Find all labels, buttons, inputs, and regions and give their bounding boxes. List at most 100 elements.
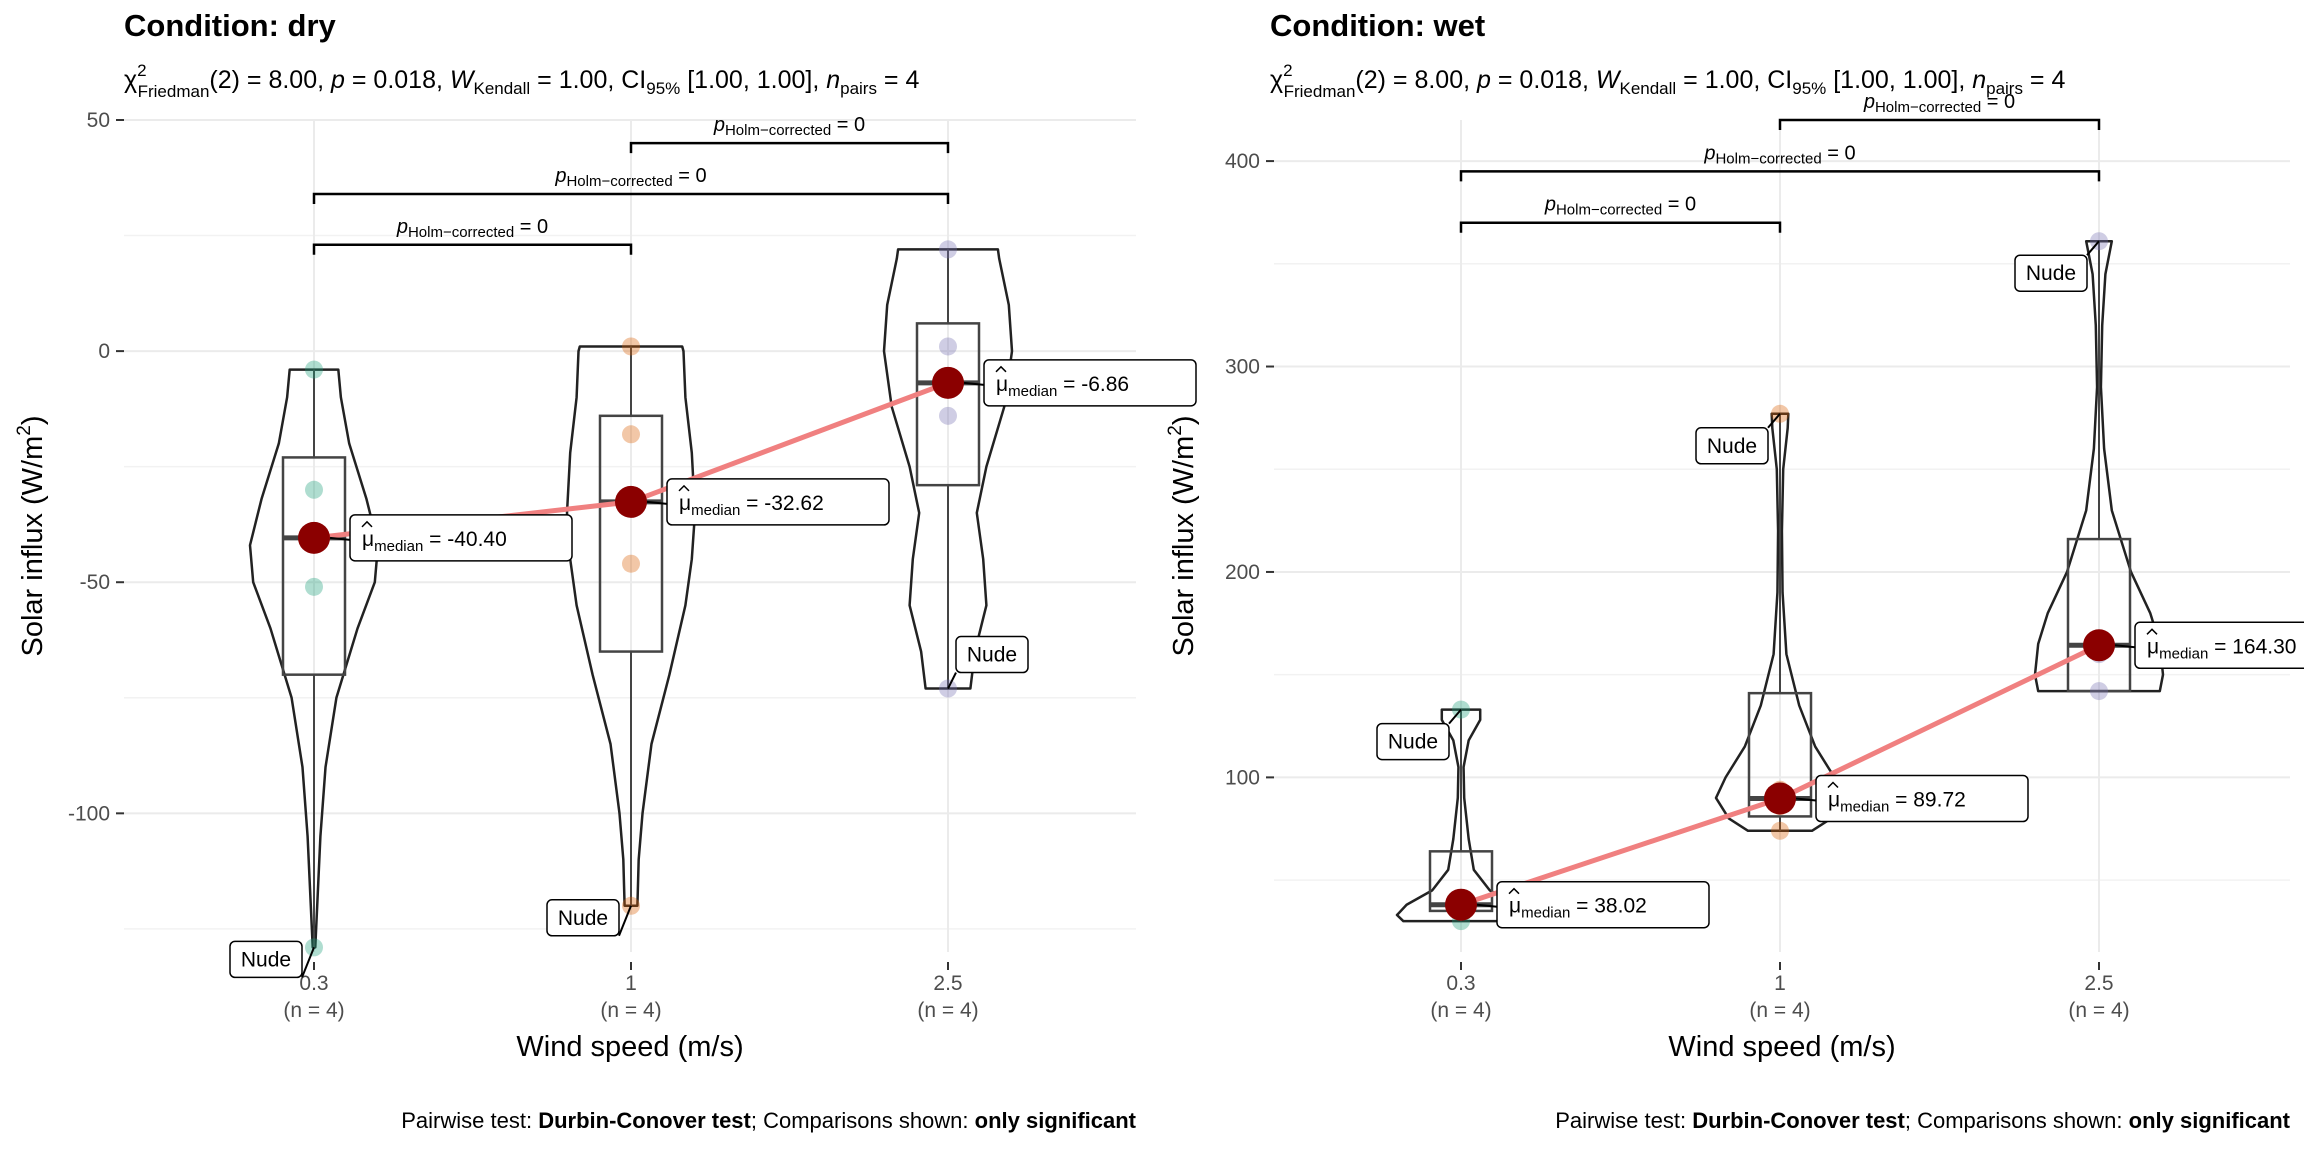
data-point <box>939 240 957 259</box>
outlier-label: Nude <box>967 644 1017 667</box>
data-point <box>622 425 640 444</box>
subtitle-p-value: = 0.018, <box>1491 66 1596 94</box>
median-label-connector <box>963 381 985 386</box>
comparison-label-p: p <box>554 165 566 187</box>
caption-which: only significant <box>975 1108 1137 1133</box>
comparison-label-value: = 0 <box>1822 142 1856 164</box>
x-tick-n-label: (n = 4) <box>1749 999 1810 1022</box>
data-point <box>2090 682 2108 701</box>
median-label-connector <box>646 500 668 505</box>
subtitle-w-sub: Kendall <box>473 79 530 98</box>
subtitle-ci-value: [1.00, 1.00], <box>680 66 826 94</box>
panel-title: Condition: dry <box>124 8 337 43</box>
x-tick-label: 2.5 <box>2084 972 2113 995</box>
median-label-subscript: median <box>2159 645 2208 662</box>
y-tick-label: 50 <box>87 109 110 132</box>
subtitle-chi: χ <box>1270 66 1283 94</box>
median-label-connector <box>329 536 351 541</box>
outlier-label-box <box>2014 254 2088 292</box>
comparison-label-value: = 0 <box>514 216 548 238</box>
subtitle-n: n <box>826 66 840 94</box>
median-label-value: = -32.62 <box>740 492 823 515</box>
subtitle-w: W <box>450 66 476 94</box>
subtitle-df: (2) = 8.00, <box>209 66 331 94</box>
median-label-box <box>1496 880 1710 929</box>
outlier-label-box <box>546 899 620 937</box>
median-hat-mark <box>1508 887 1520 895</box>
median-label: μmedian = 89.72 <box>1828 789 1966 816</box>
comparison-bracket <box>312 192 950 204</box>
y-axis-title: Solar influx (W/m2) <box>1165 415 1200 656</box>
caption-test: Durbin-Conover test <box>1692 1108 1905 1133</box>
median-point <box>615 485 647 518</box>
outlier-label-connector <box>1448 708 1462 725</box>
outlier-label: Nude <box>1388 731 1438 754</box>
y-tick-label: 400 <box>1225 150 1260 173</box>
median-label-value: = 38.02 <box>1570 895 1646 918</box>
panel-title: Condition: wet <box>1270 8 1485 43</box>
data-point <box>1771 821 1789 840</box>
comparison-label-value: = 0 <box>673 165 707 187</box>
comparison-label-p: p <box>1703 142 1715 164</box>
x-axis-title: Wind speed (m/s) <box>1668 1031 1895 1063</box>
subtitle-w-value: = 1.00, CI <box>1676 66 1792 94</box>
median-label: μmedian = 38.02 <box>1509 895 1647 922</box>
comparison-label-sub: Holm−corrected <box>566 173 672 190</box>
median-label-symbol: μ <box>1828 789 1840 812</box>
comparison-label-value: = 0 <box>1662 194 1696 216</box>
x-tick-n-label: (n = 4) <box>600 999 661 1022</box>
data-point <box>305 577 323 596</box>
data-point <box>622 337 640 356</box>
comparison-label-p: p <box>1863 91 1875 113</box>
subtitle-p: p <box>330 66 345 94</box>
comparison-bracket <box>1459 221 1782 233</box>
y-axis-title-sup: 2 <box>1165 425 1186 436</box>
median-label-symbol: μ <box>996 373 1008 396</box>
median-point <box>1764 782 1796 815</box>
comparison-label-p: p <box>396 216 408 238</box>
median-label-box <box>2134 621 2304 670</box>
y-axis-title-end: ) <box>17 415 49 425</box>
outlier-label-connector <box>1767 413 1781 429</box>
x-tick-label: 1 <box>1774 972 1786 995</box>
median-label-symbol: μ <box>362 528 374 551</box>
median-label: μmedian = -6.86 <box>996 373 1129 400</box>
subtitle-chi: χ <box>124 66 137 94</box>
outlier-label: Nude <box>241 948 291 971</box>
comparison-bracket <box>629 141 950 154</box>
median-point <box>1445 888 1477 921</box>
median-label-symbol: μ <box>1509 895 1521 918</box>
comparison-label-sub: Holm−corrected <box>725 122 831 139</box>
y-tick-label: 200 <box>1225 561 1260 584</box>
subtitle-chi-sup: 2 <box>1283 61 1292 80</box>
median-hat-mark <box>995 365 1007 373</box>
outlier-label-box <box>1376 722 1450 761</box>
y-tick-label: -50 <box>80 571 110 594</box>
y-tick-label: -100 <box>68 802 110 825</box>
median-point <box>932 366 964 399</box>
comparison-label-value: = 0 <box>831 114 865 136</box>
subtitle-n-value: = 4 <box>877 66 919 94</box>
outlier-label-connector <box>2086 240 2100 256</box>
data-point <box>939 406 957 425</box>
comparison-label-sub: Holm−corrected <box>1715 150 1821 167</box>
comparison-bracket <box>1778 118 2101 130</box>
panel-subtitle: χ2 Friedman(2) = 8.00, p = 0.018, WKendal… <box>1270 61 2065 101</box>
median-label-subscript: median <box>374 538 423 555</box>
subtitle-n-value: = 4 <box>2023 66 2065 94</box>
comparison-label-p: p <box>1544 194 1556 216</box>
median-label-value: = -6.86 <box>1057 373 1129 396</box>
y-tick-label: 300 <box>1225 356 1260 379</box>
panel-subtitle: χ2 Friedman(2) = 8.00, p = 0.018, WKendal… <box>124 61 919 101</box>
median-label-subscript: median <box>1521 905 1570 922</box>
subtitle-df: (2) = 8.00, <box>1355 66 1477 94</box>
comparison-label: pHolm−corrected = 0 <box>1544 194 1696 219</box>
y-axis-title-main: Solar influx (W/m <box>1168 436 1200 657</box>
median-label-connector <box>2114 644 2136 649</box>
outlier-label-connector <box>618 905 632 937</box>
subtitle-ci-value: [1.00, 1.00], <box>1826 66 1972 94</box>
median-label-value: = 89.72 <box>1889 789 1965 812</box>
x-tick-label: 0.3 <box>1446 972 1475 995</box>
